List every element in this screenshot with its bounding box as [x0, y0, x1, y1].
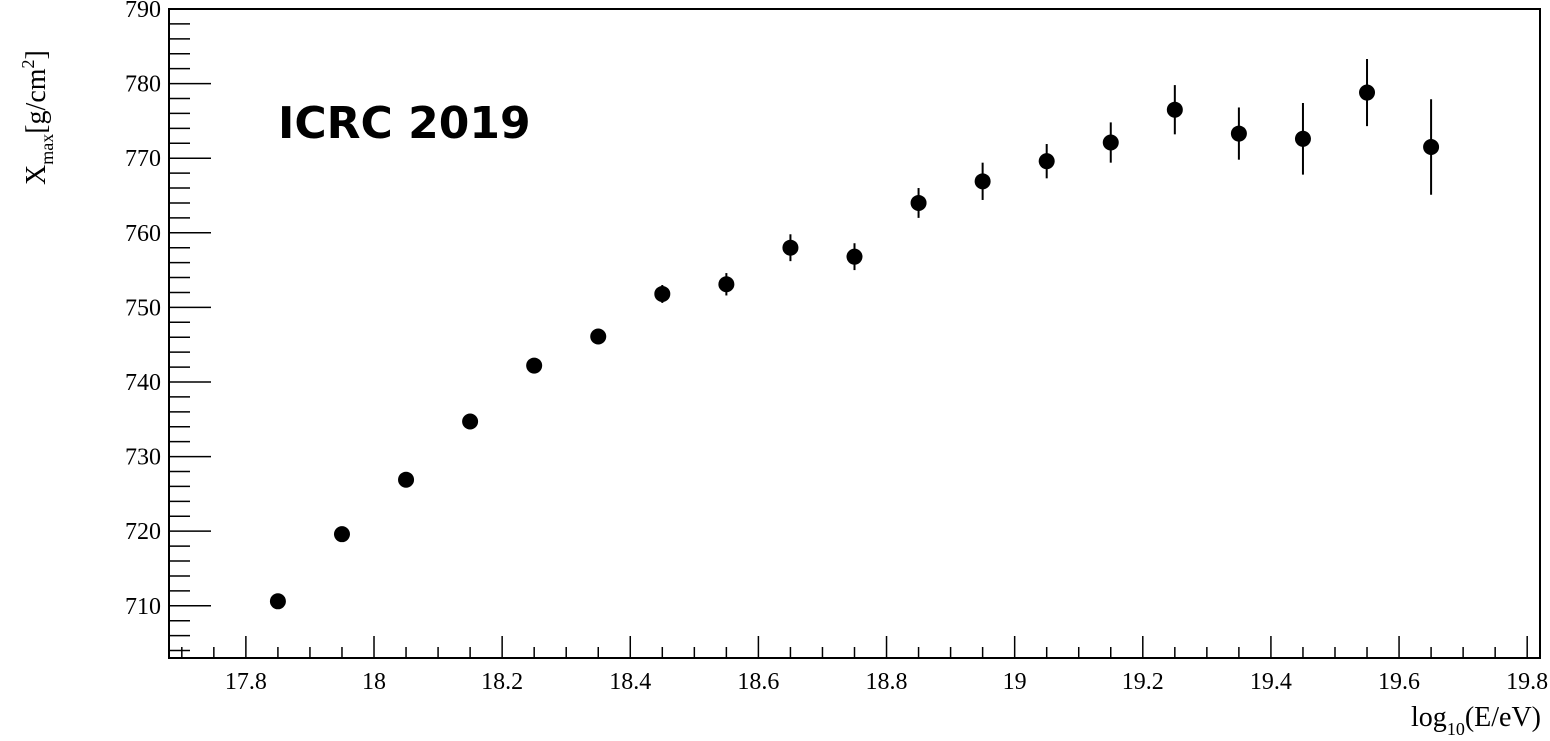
- data-point: [269, 593, 286, 610]
- y-tick-label: 790: [125, 0, 161, 23]
- data-point: [782, 239, 799, 256]
- y-tick-label: 740: [125, 370, 161, 396]
- y-tick-label: 720: [125, 519, 161, 545]
- y-axis-title-main: X: [21, 165, 52, 185]
- y-tick-label: 780: [125, 72, 161, 98]
- x-tick-label: 17.8: [225, 669, 267, 695]
- data-point: [1294, 130, 1311, 147]
- data-point: [1166, 101, 1183, 118]
- x-tick-label: 18.4: [609, 669, 651, 695]
- data-point: [910, 194, 927, 211]
- y-tick-label: 730: [125, 445, 161, 471]
- x-tick-label: 18: [362, 669, 386, 695]
- x-axis-title-subscript: 10: [1447, 719, 1465, 739]
- data-point: [333, 526, 350, 543]
- data-point: [590, 328, 607, 345]
- data-point: [1230, 125, 1247, 142]
- x-axis-title-rest: (E/eV): [1465, 702, 1541, 733]
- x-tick-label: 18.6: [737, 669, 779, 695]
- x-tick-label: 19: [1003, 669, 1027, 695]
- y-tick-label: 710: [125, 594, 161, 620]
- x-tick-label: 19.6: [1378, 669, 1420, 695]
- y-axis-title-unit: [g/cm: [21, 68, 52, 134]
- data-point: [1102, 134, 1119, 151]
- x-tick-label: 18.2: [481, 669, 523, 695]
- y-tick-label: 750: [125, 295, 161, 321]
- data-point: [1423, 139, 1440, 156]
- y-axis-ticks: [169, 8, 211, 652]
- y-axis-title: Xmax[g/cm2]: [18, 50, 57, 185]
- y-tick-label: 760: [125, 221, 161, 247]
- data-point: [398, 471, 415, 488]
- data-point: [462, 413, 479, 430]
- x-axis-title-main: log: [1411, 702, 1447, 733]
- x-axis-title: log10(E/eV): [1411, 702, 1541, 739]
- x-tick-label: 19.4: [1250, 669, 1292, 695]
- x-tick-label: 18.8: [866, 669, 908, 695]
- x-tick-label: 19.8: [1506, 669, 1548, 695]
- data-points: [269, 58, 1440, 610]
- y-axis-title-end: ]: [21, 50, 52, 59]
- x-axis-tick-labels: 17.8 18 18.2 18.4 18.6 18.8 19 19.2 19.4 19.6 19.8: [225, 669, 1548, 695]
- data-point: [1359, 84, 1376, 101]
- data-point: [1038, 153, 1055, 170]
- data-point: [526, 357, 543, 374]
- y-axis-tick-labels: 710 720 730 740 750 760 770 780 790: [125, 0, 161, 620]
- x-tick-label: 19.2: [1122, 669, 1164, 695]
- y-axis-title-superscript: 2: [18, 59, 38, 68]
- y-axis-title-subscript: max: [37, 134, 57, 165]
- data-point: [654, 285, 671, 302]
- y-tick-label: 770: [125, 146, 161, 172]
- data-point: [718, 276, 735, 293]
- x-axis-ticks: [181, 636, 1528, 658]
- annotation-label: ICRC 2019: [278, 98, 531, 149]
- data-point: [846, 248, 863, 265]
- data-point: [974, 173, 991, 190]
